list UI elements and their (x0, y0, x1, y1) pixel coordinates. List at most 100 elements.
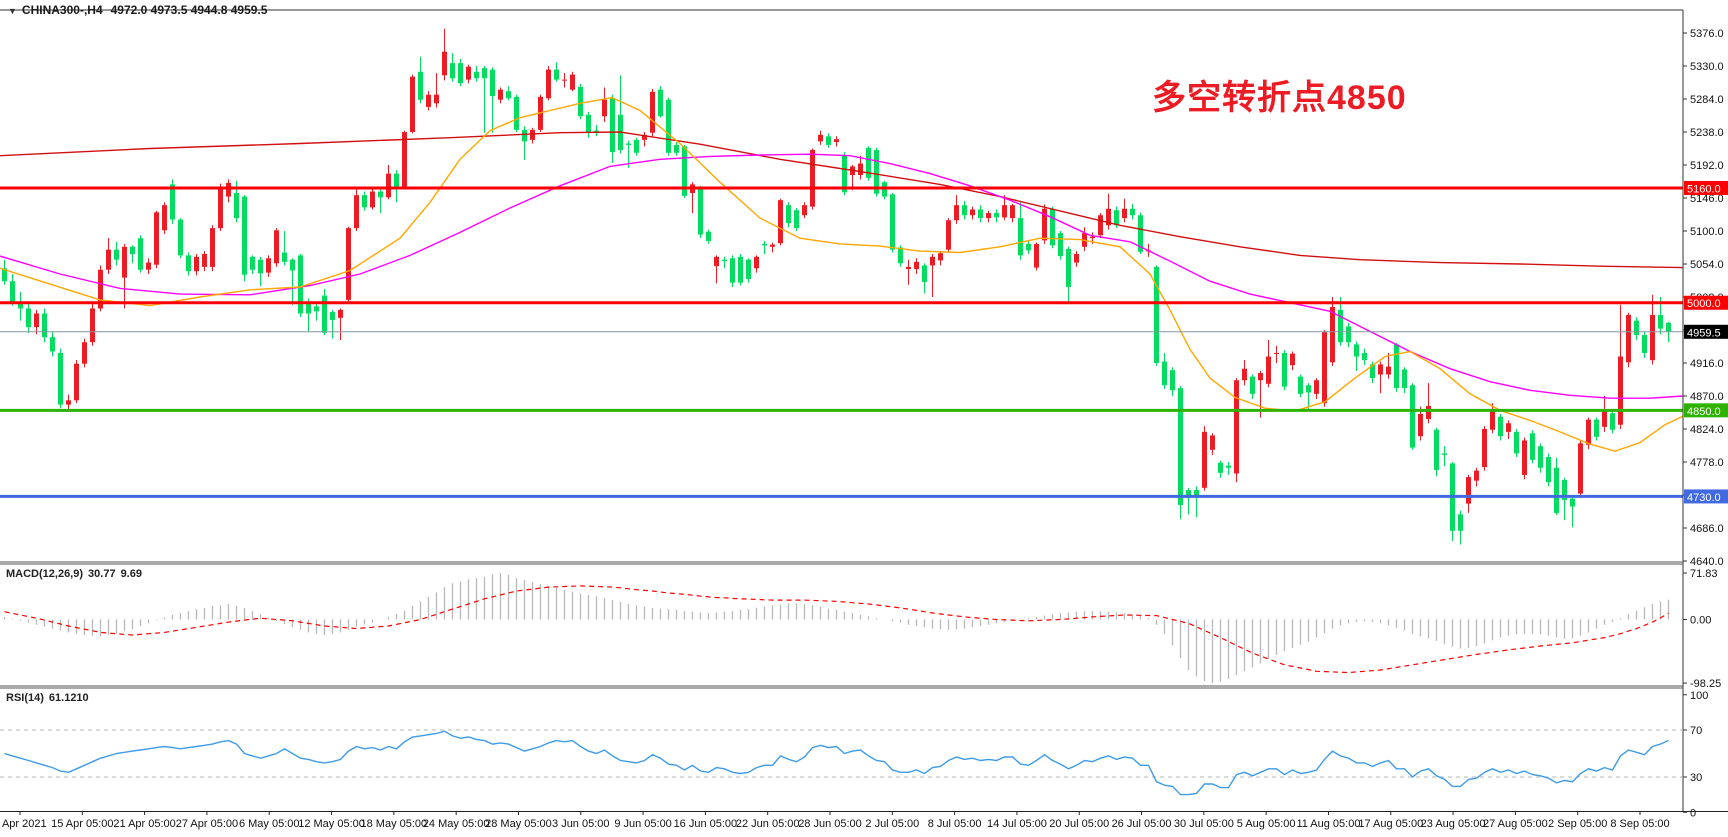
candle-body (1010, 205, 1015, 219)
candle-body (1026, 243, 1031, 251)
time-tick-label: 11 Aug 05:00 (1296, 818, 1360, 830)
candle-body (162, 205, 167, 231)
candle-body (1074, 253, 1079, 263)
candle-body (282, 252, 287, 262)
collapse-icon[interactable]: ▼ (8, 6, 17, 16)
candle-body (90, 308, 95, 343)
candle-body (914, 261, 919, 270)
candle-body (1474, 470, 1479, 481)
candle-body (1514, 431, 1519, 454)
candle-body (474, 71, 479, 79)
candle-body (130, 246, 135, 254)
time-tick-label: 6 May 05:00 (239, 818, 300, 830)
macd-indicator-label: MACD(12,26,9) 30.77 9.69 (6, 568, 142, 580)
time-tick-label: 20 Jul 05:00 (1049, 818, 1109, 830)
candle-body (970, 209, 975, 216)
candle-body (1386, 366, 1391, 375)
macd-scale-label: 0.00 (1690, 615, 1711, 627)
time-tick-label: 24 May 05:00 (423, 818, 490, 830)
candle-body (562, 79, 567, 81)
candle-body (1634, 320, 1639, 336)
candle-body (386, 173, 391, 198)
candle-body (330, 312, 335, 320)
candle-body (1410, 385, 1415, 448)
candle-body (58, 352, 63, 405)
candle-body (642, 134, 647, 140)
rsi-value: 61.1210 (48, 692, 89, 704)
candle-body (1418, 413, 1423, 437)
candle-body (306, 301, 311, 314)
candle-body (1554, 467, 1559, 513)
candle-body (1250, 376, 1255, 394)
candle-body (1594, 419, 1599, 437)
candle-body (1602, 409, 1607, 427)
price-tick-label: 5054.0 (1690, 259, 1724, 271)
candle-body (778, 200, 783, 244)
price-badge (1684, 403, 1728, 418)
candle-body (1402, 369, 1407, 389)
candle-body (482, 68, 487, 79)
candle-body (858, 163, 863, 176)
time-tick-label: 14 Jul 05:00 (987, 818, 1047, 830)
time-tick-label: 27 Apr 05:00 (176, 818, 238, 830)
candle-body (218, 187, 223, 229)
candle-body (994, 213, 999, 218)
candle-body (714, 256, 719, 267)
price-badge-label: 5160.0 (1687, 183, 1721, 195)
candle-body (466, 66, 471, 80)
candle-body (1626, 314, 1631, 363)
candle-body (178, 219, 183, 256)
candle-body (250, 256, 255, 270)
candle-body (1066, 248, 1071, 287)
price-tick-label: 4916.0 (1690, 358, 1724, 370)
candle-body (138, 238, 143, 270)
candle-body (1666, 322, 1671, 332)
candle-body (1234, 380, 1239, 474)
candle-body (1354, 344, 1359, 357)
candle-body (834, 139, 839, 143)
candle-body (842, 154, 847, 193)
candle-body (530, 129, 535, 140)
candle-body (458, 63, 463, 84)
time-tick-label: 26 Jul 05:00 (1112, 818, 1172, 830)
candle-body (1298, 376, 1303, 394)
time-tick-label: 2 Sep 05:00 (1548, 818, 1607, 830)
candle-body (498, 89, 503, 100)
time-tick-label: 27 Aug 05:00 (1483, 818, 1548, 830)
candle-body (570, 74, 575, 90)
price-tick-label: 5192.0 (1690, 160, 1724, 172)
price-badge (1684, 489, 1728, 504)
ma-mid-magenta (0, 153, 1684, 399)
candle-body (266, 258, 271, 273)
candle-body (50, 337, 55, 352)
candle-body (1170, 370, 1175, 391)
candle-body (754, 256, 759, 269)
candle-body (1346, 326, 1351, 343)
candle-body (866, 147, 871, 178)
candle-body (290, 259, 295, 271)
price-tick-label: 4686.0 (1690, 523, 1724, 535)
price-badge (1684, 295, 1728, 310)
candle-body (1466, 477, 1471, 504)
candle-body (674, 144, 679, 153)
time-tick-label: 22 Jun 05:00 (736, 818, 800, 830)
candle-body (1442, 453, 1447, 455)
candle-body (922, 265, 927, 282)
candle-body (1586, 419, 1591, 445)
rsi-indicator-label: RSI(14) 61.1210 (6, 692, 89, 704)
time-tick-label: 9 Jun 05:00 (614, 818, 672, 830)
candle-body (1362, 352, 1367, 361)
price-badge-label: 4850.0 (1687, 406, 1721, 418)
candle-body (626, 143, 631, 145)
rsi-scale-label: 70 (1690, 725, 1702, 737)
rsi-scale-label: 0 (1690, 807, 1696, 819)
candle-body (186, 255, 191, 272)
candle-body (1490, 409, 1495, 430)
candle-body (1042, 208, 1047, 241)
time-tick-label: 17 Aug 05:00 (1358, 818, 1423, 830)
candle-body (1098, 215, 1103, 236)
candle-body (962, 205, 967, 216)
candle-body (1506, 423, 1511, 432)
